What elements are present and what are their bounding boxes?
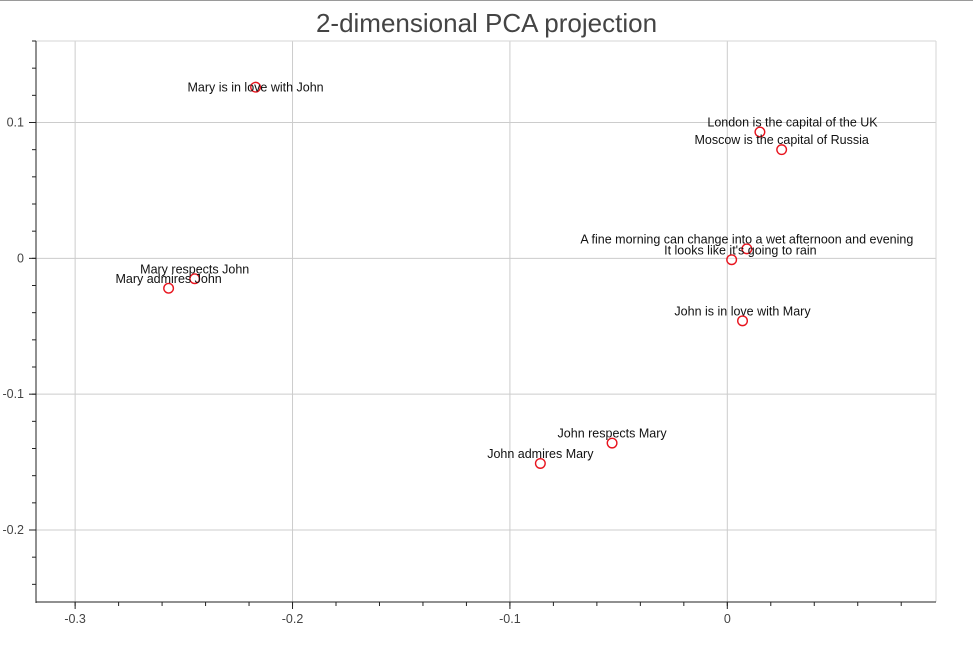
y-tick-label: 0 [17, 251, 24, 265]
point-label: Mary admires John [115, 272, 221, 286]
axes: -0.3 -0.2 -0.1 0 -0.2 -0.1 0 0.1 [2, 40, 936, 626]
grid-lines [36, 41, 936, 602]
data-point [741, 243, 753, 255]
top-border-line [0, 0, 973, 1]
data-point [606, 437, 618, 449]
point-label: John admires Mary [487, 447, 594, 461]
point-label: John respects Mary [558, 427, 668, 441]
data-point [250, 81, 262, 93]
data-point [534, 457, 546, 469]
x-tick-label: -0.2 [282, 612, 304, 626]
y-tick-label: 0.1 [7, 116, 24, 130]
point-label: John is in love with Mary [674, 304, 811, 318]
data-points [163, 81, 788, 469]
point-label: Mary is in love with John [187, 80, 323, 94]
point-label: Mary respects John [140, 262, 249, 276]
data-point [189, 273, 201, 285]
point-label: Moscow is the capital of Russia [694, 133, 868, 147]
point-label: A fine morning can change into a wet aft… [580, 232, 913, 246]
y-tick-label: -0.2 [2, 523, 24, 537]
data-point [726, 254, 738, 266]
y-tick-label: -0.1 [2, 387, 24, 401]
data-point [776, 144, 788, 156]
data-point [754, 126, 766, 138]
point-label: It looks like it's going to rain [664, 243, 817, 257]
data-labels: Mary is in love with John London is the c… [115, 80, 913, 461]
x-tick-label: 0 [724, 612, 731, 626]
plot-frame [36, 40, 937, 602]
point-label: London is the capital of the UK [707, 116, 878, 130]
chart-title: 2-dimensional PCA projection [315, 8, 658, 38]
x-tick-label: -0.1 [499, 612, 521, 626]
data-point [737, 315, 749, 327]
x-tick-label: -0.3 [64, 612, 86, 626]
data-point [163, 282, 175, 294]
